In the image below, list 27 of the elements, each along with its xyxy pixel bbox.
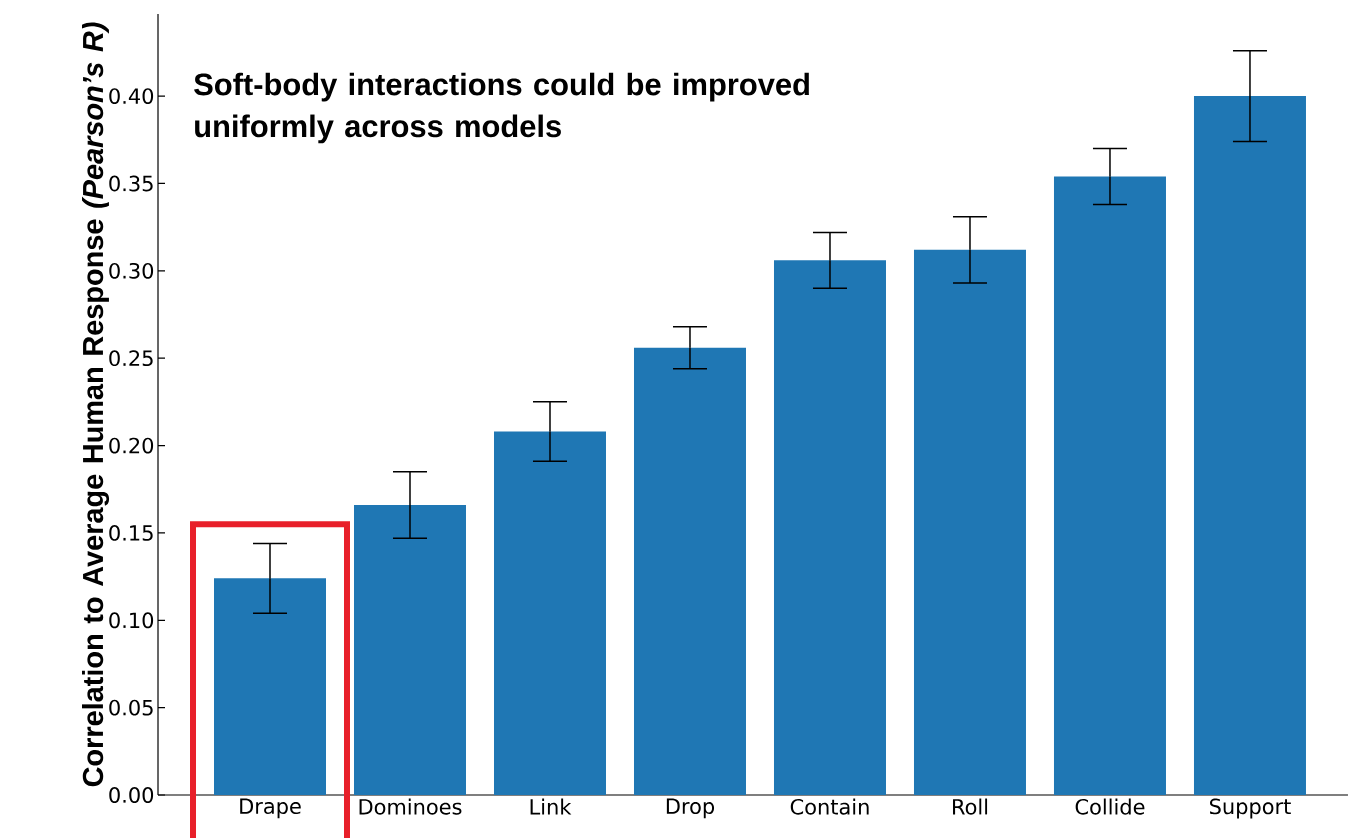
bar bbox=[1053, 176, 1166, 795]
bar bbox=[633, 347, 746, 795]
x-tick-label: Drop bbox=[666, 798, 715, 819]
y-tick-label: 0.25 bbox=[109, 350, 153, 367]
x-tick-label: Link bbox=[530, 798, 572, 815]
y-axis-title: Correlation to Average Human Response (Pearson’s R) bbox=[82, 22, 110, 787]
y-tick-label: 0.20 bbox=[109, 437, 154, 454]
annotation: Soft-body interactions could be improved uniformly across models bbox=[194, 72, 809, 144]
y-tick-label: 0.35 bbox=[109, 175, 153, 192]
y-tick-label: 0.10 bbox=[109, 612, 154, 629]
x-tick-label: Drape bbox=[240, 798, 301, 819]
bar bbox=[214, 578, 326, 795]
bar bbox=[773, 260, 886, 795]
y-tick-label: 0.30 bbox=[109, 262, 154, 279]
y-tick-label: 0.05 bbox=[109, 699, 153, 716]
bar bbox=[913, 249, 1026, 795]
y-tick-label: 0.00 bbox=[109, 787, 154, 803]
y-tick-label: 0.15 bbox=[109, 525, 153, 541]
bar bbox=[354, 504, 466, 795]
x-tick-label: Collide bbox=[1075, 798, 1145, 815]
y-tick-label: 0.40 bbox=[109, 88, 154, 105]
bar bbox=[1193, 96, 1306, 795]
x-tick-label: Dominoes bbox=[359, 798, 462, 815]
bar bbox=[494, 431, 606, 795]
x-tick-label: Support bbox=[1210, 798, 1291, 819]
x-tick-label: Contain bbox=[790, 798, 869, 815]
x-tick-label: Roll bbox=[953, 798, 988, 815]
